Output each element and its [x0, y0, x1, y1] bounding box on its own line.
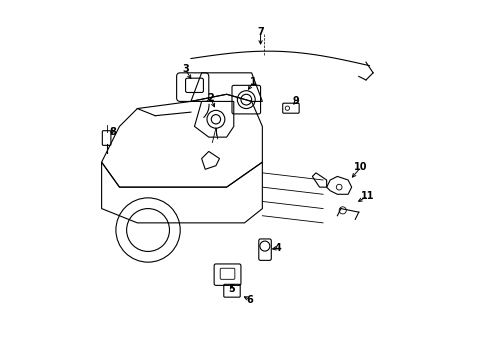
Text: 1: 1 — [249, 77, 256, 87]
Text: 4: 4 — [274, 243, 281, 253]
Text: 6: 6 — [246, 295, 253, 305]
Text: 10: 10 — [353, 162, 366, 172]
Text: 2: 2 — [207, 93, 214, 103]
Text: 9: 9 — [292, 96, 299, 107]
Text: 3: 3 — [182, 64, 188, 74]
Text: 7: 7 — [257, 27, 264, 37]
Text: 5: 5 — [228, 284, 235, 294]
Text: 11: 11 — [360, 191, 374, 201]
Text: 8: 8 — [109, 127, 116, 137]
